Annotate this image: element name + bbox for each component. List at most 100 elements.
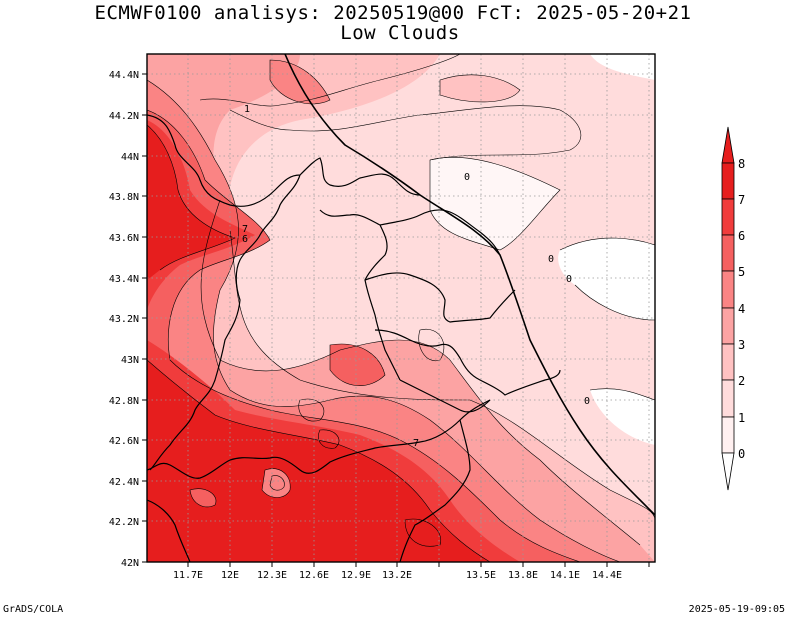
- border-inner: [147, 499, 191, 562]
- colorbar-labels: 8 7 6 5 4 3 2 1 0: [738, 157, 745, 461]
- colorbar-label: 4: [738, 302, 745, 316]
- lat-label: 43.6N: [109, 233, 139, 244]
- contour-line: [269, 475, 285, 491]
- colorbar-label: 0: [738, 447, 745, 461]
- contour-line: [574, 284, 655, 321]
- contour-label: 0: [566, 274, 572, 285]
- lon-label: 13.2E: [382, 570, 412, 581]
- contour-line: [200, 199, 641, 546]
- border-inner: [364, 272, 516, 323]
- map-title: ECMWF0100 analisys: 20250519@00 FcT: 202…: [94, 2, 692, 24]
- lat-labels: 44.4N 44.2N 44N 43.8N 43.6N 43.4N 43.2N …: [109, 70, 139, 569]
- lon-label: 14.1E: [550, 570, 580, 581]
- field-clear-north: [430, 157, 560, 250]
- contour-line: [269, 59, 331, 105]
- field-level-5-north: [270, 60, 330, 104]
- border-inner: [374, 329, 561, 396]
- contour-label-group: 1 0 0 0 0 7 6 7: [242, 104, 590, 449]
- colorbar-label: 1: [738, 411, 745, 425]
- border-inner: [379, 209, 501, 256]
- contour-label: 1: [244, 104, 250, 115]
- border-south: [147, 399, 491, 479]
- field-level-6-center: [330, 344, 385, 386]
- contour-line: [189, 488, 217, 508]
- field-level-2b: [440, 74, 520, 102]
- lat-label: 44N: [121, 152, 139, 163]
- contour-label: 6: [242, 234, 248, 245]
- ticks: [142, 73, 650, 567]
- colorbar-swatch: [721, 234, 735, 272]
- contour-line: [147, 109, 581, 562]
- contour-line: [147, 359, 491, 562]
- border-west: [149, 174, 301, 471]
- colorbar-label: 8: [738, 157, 745, 171]
- lon-label: 12E: [221, 570, 239, 581]
- contour-line: [439, 74, 521, 103]
- field-clear-south: [590, 388, 655, 445]
- contour-line: [147, 124, 236, 271]
- lon-label: 12.3E: [257, 570, 287, 581]
- lon-label: 13.5E: [466, 570, 496, 581]
- colorbar-swatch: [721, 162, 735, 200]
- contour-line: [261, 468, 291, 498]
- lon-label: 13.8E: [508, 570, 538, 581]
- cloud-field: [147, 54, 655, 562]
- field-clear-corner: [590, 54, 655, 80]
- lat-label: 43N: [121, 355, 139, 366]
- colorbar-swatch: [721, 307, 735, 345]
- lat-label: 42N: [121, 558, 139, 569]
- contour-line: [329, 343, 386, 386]
- map-subtitle: Low Clouds: [340, 22, 460, 44]
- lon-label: 11.7E: [173, 570, 203, 581]
- lat-label: 43.4N: [109, 274, 139, 285]
- lon-label: 12.6E: [299, 570, 329, 581]
- lat-label: 42.4N: [109, 477, 139, 488]
- colorbar-label: 3: [738, 338, 745, 352]
- contour-line: [589, 388, 655, 401]
- field-clear-coast: [558, 238, 655, 320]
- contour-line: [199, 54, 461, 107]
- field-level-7-north: [147, 120, 255, 310]
- lat-label: 43.2N: [109, 314, 139, 325]
- lon-label: 14.4E: [592, 570, 622, 581]
- colorbar-label: 5: [738, 265, 745, 279]
- contour-line: [429, 157, 561, 251]
- contour-line: [229, 229, 655, 521]
- colorbar-label: 6: [738, 229, 745, 243]
- contour-label: 0: [584, 396, 590, 407]
- colorbar-label: 7: [738, 193, 745, 207]
- border-inner: [399, 419, 471, 562]
- lat-label: 44.2N: [109, 111, 139, 122]
- footer-timestamp: 2025-05-19-09:05: [688, 604, 785, 615]
- colorbar-swatch: [721, 379, 735, 418]
- lat-label: 42.6N: [109, 436, 139, 447]
- colorbar-label: 2: [738, 374, 745, 388]
- colorbar-top-arrow: [721, 126, 735, 164]
- footer-credit: GrADS/COLA: [3, 604, 64, 615]
- contour-label: 7: [413, 438, 419, 449]
- plot-frame: [146, 53, 656, 563]
- field-level-8-south: [147, 360, 490, 562]
- colorbar-swatch: [721, 270, 735, 309]
- lat-label: 42.8N: [109, 396, 139, 407]
- colorbar-swatch: [721, 416, 735, 454]
- grid: [147, 54, 655, 562]
- borders: [147, 54, 655, 562]
- lon-label: 12.9E: [341, 570, 371, 581]
- field-hole-center: [262, 468, 291, 498]
- contour-label: 7: [242, 224, 248, 235]
- lon-labels: 11.7E 12E 12.3E 12.6E 12.9E 13.2E 13.5E …: [173, 570, 622, 581]
- lat-label: 44.4N: [109, 70, 139, 81]
- field-hole-west: [190, 488, 216, 507]
- colorbar: [721, 126, 735, 491]
- colorbar-swatch: [721, 343, 735, 381]
- contour-label: 0: [464, 172, 470, 183]
- contour-label: 0: [548, 254, 554, 265]
- field-level-8-north: [147, 125, 235, 280]
- lat-label: 43.8N: [109, 192, 139, 203]
- lat-label: 42.2N: [109, 517, 139, 528]
- contour-line: [229, 105, 582, 161]
- colorbar-swatch: [721, 198, 735, 236]
- colorbar-bottom-arrow: [721, 452, 735, 491]
